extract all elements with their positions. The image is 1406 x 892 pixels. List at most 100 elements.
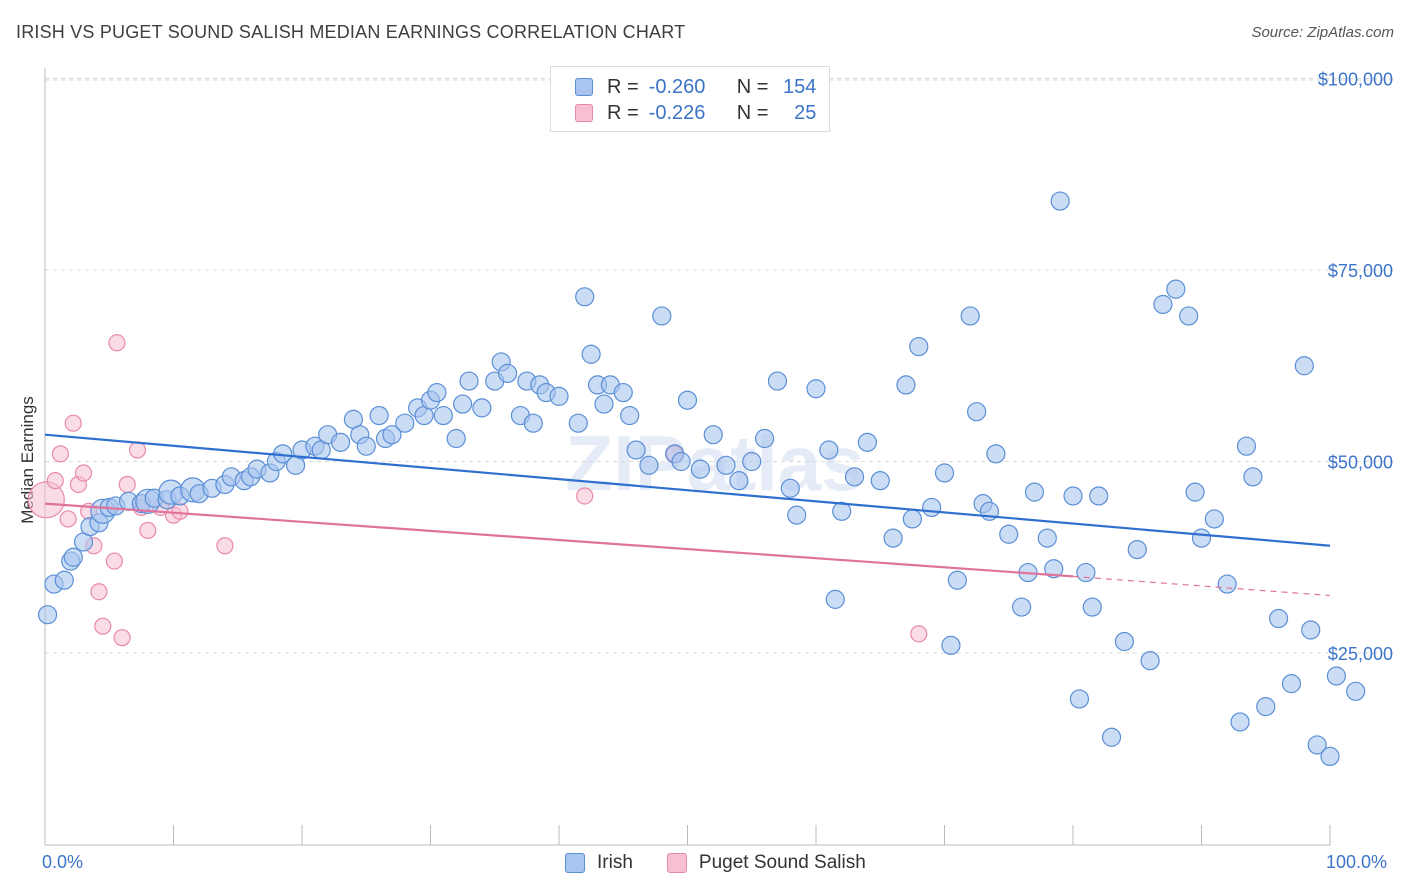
irish-point	[844, 467, 865, 487]
legend-r-value: -0.260	[648, 75, 706, 98]
irish-point	[472, 398, 492, 418]
salish-point	[74, 464, 93, 482]
irish-point	[1256, 697, 1276, 717]
salish-point	[910, 625, 928, 643]
irish-point	[453, 394, 473, 414]
irish-point	[1281, 674, 1302, 694]
irish-point	[356, 436, 376, 456]
irish-point	[1179, 306, 1199, 326]
irish-point	[677, 390, 698, 410]
irish-point	[1140, 651, 1160, 671]
irish-point	[999, 524, 1019, 544]
irish-point	[639, 455, 659, 475]
trend-lines	[44, 433, 1331, 597]
irish-point	[37, 605, 58, 625]
irish-point	[671, 451, 691, 472]
irish-point	[1063, 486, 1083, 506]
irish-point	[568, 413, 588, 433]
irish-point	[1114, 631, 1135, 652]
salish-point	[139, 521, 157, 540]
irish-point	[1294, 356, 1314, 376]
irish-point	[652, 306, 672, 326]
salish-point	[90, 583, 108, 601]
irish-point	[716, 455, 736, 475]
irish-point	[1166, 279, 1186, 299]
irish-point	[780, 478, 800, 498]
irish-point	[369, 405, 389, 426]
irish-point	[613, 382, 633, 403]
irish-point	[459, 371, 479, 391]
irish-point	[1243, 467, 1263, 487]
irish-point	[825, 589, 845, 609]
irish-point	[1076, 562, 1096, 583]
series-legend-salish[interactable]: Puget Sound Salish	[666, 852, 866, 874]
irish-point	[909, 337, 929, 357]
irish-point	[960, 306, 980, 326]
irish-point	[626, 440, 646, 460]
irish-point	[1153, 294, 1173, 315]
salish-point	[59, 510, 77, 528]
chart-title: IRISH VS PUGET SOUND SALISH MEDIAN EARNI…	[16, 22, 686, 42]
irish-point	[870, 471, 890, 491]
irish-point	[934, 463, 955, 483]
legend-r-value: -0.226	[648, 101, 706, 124]
irish-point	[1037, 528, 1057, 548]
x-tick-label-min: 0.0%	[42, 852, 84, 872]
irish-point	[941, 635, 961, 655]
irish-point	[767, 371, 788, 391]
irish-point	[433, 405, 453, 426]
salish-point	[113, 629, 131, 647]
irish-point	[1044, 559, 1064, 579]
series-label-irish: Irish	[597, 852, 633, 873]
legend-box: R = -0.260 N = 154 R = -0.226 N = 25	[550, 66, 830, 132]
source-label: Source: ZipAtlas.com	[1251, 24, 1394, 41]
irish-point	[1204, 509, 1224, 529]
irish-point	[986, 444, 1006, 464]
irish-point	[1217, 574, 1237, 594]
irish-point	[1069, 689, 1090, 709]
salish-point	[128, 441, 147, 459]
legend-swatch-irish	[575, 78, 593, 96]
series-swatch-salish	[666, 853, 687, 873]
irish-point	[581, 344, 601, 364]
legend-r-label: R =	[607, 75, 639, 98]
legend-n-label: N =	[736, 75, 769, 98]
irish-point	[703, 425, 723, 445]
irish-point	[857, 432, 878, 452]
irish-point	[742, 451, 762, 472]
irish-point	[395, 413, 415, 433]
salish-point	[64, 414, 82, 432]
irish-point	[498, 363, 518, 384]
irish-point	[382, 425, 402, 445]
salish-point	[108, 334, 126, 352]
salish-point	[51, 445, 70, 463]
legend-r-label: R =	[607, 101, 639, 124]
salish-point	[94, 617, 112, 635]
irish-point	[1236, 436, 1257, 456]
irish-point	[1191, 528, 1212, 548]
legend-row-irish: R = -0.260 N = 154	[575, 76, 816, 98]
irish-point	[1185, 482, 1205, 502]
irish-point	[1024, 482, 1045, 502]
salish-point	[216, 537, 234, 555]
irish-point	[832, 501, 852, 521]
irish-point	[427, 382, 447, 403]
legend-n-label: N =	[736, 101, 769, 124]
salish-series	[27, 334, 928, 647]
irish-point	[690, 459, 710, 479]
irish-series	[37, 191, 1366, 767]
salish-point	[105, 552, 123, 570]
irish-point	[947, 570, 967, 590]
irish-point	[1101, 727, 1122, 747]
series-legend-irish[interactable]: Irish	[565, 852, 633, 874]
y-tick-label: $50,000	[1328, 453, 1393, 473]
irish-point	[523, 413, 543, 433]
salish-trend-line	[44, 502, 1074, 578]
irish-point	[819, 440, 839, 460]
irish-point	[54, 570, 74, 590]
irish-point	[1346, 681, 1366, 701]
irish-point	[883, 528, 903, 548]
series-label-salish: Puget Sound Salish	[698, 852, 866, 873]
irish-point	[1320, 746, 1340, 767]
